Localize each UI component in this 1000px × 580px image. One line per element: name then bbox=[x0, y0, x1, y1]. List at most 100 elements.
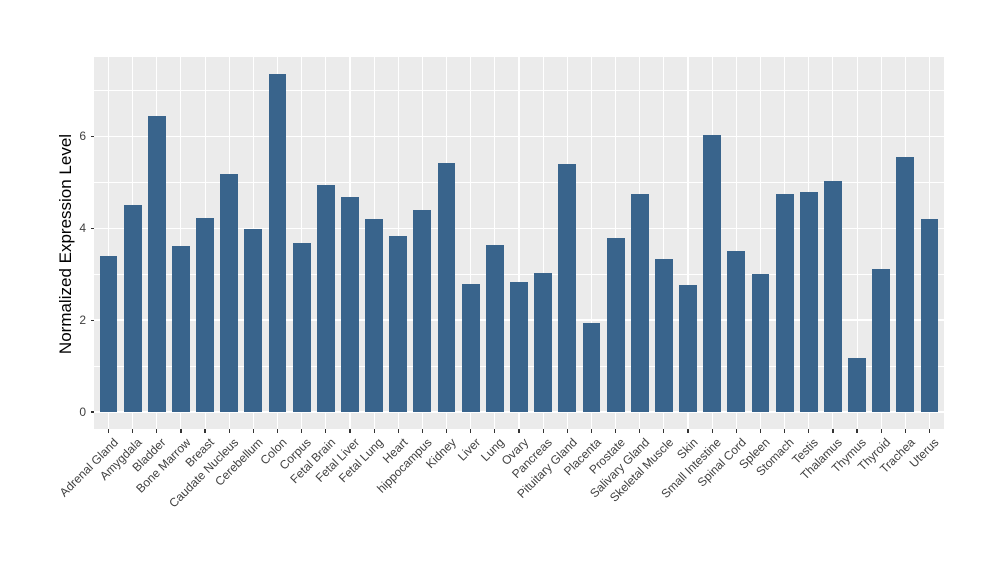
bar bbox=[679, 285, 697, 413]
bar bbox=[147, 115, 166, 413]
vertical-gridline bbox=[880, 57, 882, 429]
vertical-gridline bbox=[180, 57, 182, 429]
bar bbox=[244, 228, 263, 413]
x-axis-tick bbox=[301, 429, 303, 433]
bar bbox=[316, 184, 335, 413]
bar bbox=[171, 246, 190, 413]
major-gridline bbox=[94, 227, 944, 229]
x-axis-tick bbox=[204, 429, 206, 433]
bar bbox=[654, 258, 673, 413]
x-axis-tick bbox=[373, 429, 375, 433]
y-axis-tick-label: 4 bbox=[79, 221, 86, 236]
x-axis-tick bbox=[325, 429, 327, 433]
bar bbox=[534, 273, 553, 413]
x-axis-tick bbox=[107, 429, 110, 433]
bar bbox=[196, 218, 214, 413]
bar bbox=[920, 218, 939, 413]
y-axis-tick bbox=[90, 135, 94, 137]
vertical-gridline bbox=[301, 57, 303, 429]
bar bbox=[389, 235, 408, 413]
x-axis-tick bbox=[928, 429, 931, 433]
vertical-gridline bbox=[494, 57, 496, 429]
bar bbox=[365, 219, 384, 413]
vertical-gridline bbox=[759, 57, 762, 429]
x-axis-tick bbox=[421, 429, 423, 433]
bar bbox=[99, 255, 118, 413]
x-axis-tick bbox=[252, 429, 254, 433]
x-axis-tick bbox=[445, 429, 448, 433]
x-axis-tick bbox=[349, 429, 351, 433]
bar bbox=[799, 191, 818, 413]
bar bbox=[896, 156, 915, 413]
bar bbox=[558, 163, 577, 413]
x-axis-tick bbox=[904, 429, 906, 433]
minor-gridline bbox=[94, 181, 944, 183]
bar bbox=[437, 162, 456, 413]
x-axis-tick bbox=[518, 429, 520, 433]
bar bbox=[703, 135, 722, 413]
x-axis-tick-label: Liver bbox=[454, 435, 483, 464]
x-axis-tick bbox=[180, 429, 182, 433]
x-axis-tick bbox=[784, 429, 786, 433]
x-axis-tick bbox=[639, 429, 641, 433]
x-axis-tick bbox=[276, 429, 279, 433]
bar bbox=[220, 174, 239, 413]
x-axis-tick bbox=[228, 429, 230, 433]
bar bbox=[751, 274, 770, 413]
vertical-gridline bbox=[107, 57, 110, 429]
x-axis-tick bbox=[614, 429, 617, 433]
bar bbox=[510, 281, 528, 413]
bar bbox=[872, 268, 891, 413]
vertical-gridline bbox=[470, 57, 472, 429]
vertical-gridline bbox=[518, 57, 520, 429]
y-axis-tick-label: 6 bbox=[79, 129, 86, 144]
x-axis-tick bbox=[735, 429, 737, 433]
x-axis-tick bbox=[711, 429, 713, 433]
x-axis-tick bbox=[470, 429, 472, 433]
bar bbox=[292, 243, 311, 413]
y-axis-tick-label: 0 bbox=[79, 405, 86, 420]
major-gridline bbox=[94, 135, 944, 138]
x-axis-tick bbox=[687, 429, 689, 433]
x-axis-tick bbox=[856, 429, 858, 433]
x-axis-tick bbox=[663, 429, 665, 433]
x-axis-tick bbox=[880, 429, 882, 433]
vertical-gridline bbox=[687, 57, 689, 429]
x-axis-tick bbox=[156, 429, 158, 433]
x-axis-tick bbox=[759, 429, 762, 433]
x-axis-tick bbox=[808, 429, 810, 433]
minor-gridline bbox=[94, 273, 944, 275]
vertical-gridline bbox=[856, 57, 858, 429]
bar bbox=[582, 322, 601, 413]
bar bbox=[461, 283, 480, 413]
bar bbox=[268, 73, 287, 413]
plot-panel bbox=[94, 57, 944, 429]
bar bbox=[630, 193, 649, 413]
vertical-gridline bbox=[590, 57, 592, 429]
x-axis-tick bbox=[566, 429, 568, 433]
bar bbox=[848, 357, 866, 413]
bar bbox=[341, 196, 359, 413]
vertical-gridline bbox=[735, 57, 737, 429]
y-axis-tick-label: 2 bbox=[79, 313, 86, 328]
x-axis-tick bbox=[494, 429, 496, 433]
x-axis-tick bbox=[590, 429, 593, 433]
x-axis-tick bbox=[132, 429, 134, 433]
y-axis-tick bbox=[90, 227, 94, 229]
bar bbox=[123, 205, 142, 413]
x-axis-tick bbox=[542, 429, 544, 433]
bar bbox=[727, 251, 746, 413]
y-axis-tick bbox=[90, 411, 94, 413]
y-axis-tick bbox=[90, 319, 94, 321]
vertical-gridline bbox=[542, 57, 544, 429]
minor-gridline bbox=[94, 90, 944, 91]
bar bbox=[775, 194, 794, 413]
bar bbox=[823, 180, 842, 413]
vertical-gridline bbox=[663, 57, 665, 429]
x-axis-tick bbox=[832, 429, 834, 433]
x-axis-tick bbox=[397, 429, 399, 433]
bar bbox=[413, 210, 432, 413]
bar bbox=[606, 237, 625, 413]
bar bbox=[485, 244, 504, 413]
